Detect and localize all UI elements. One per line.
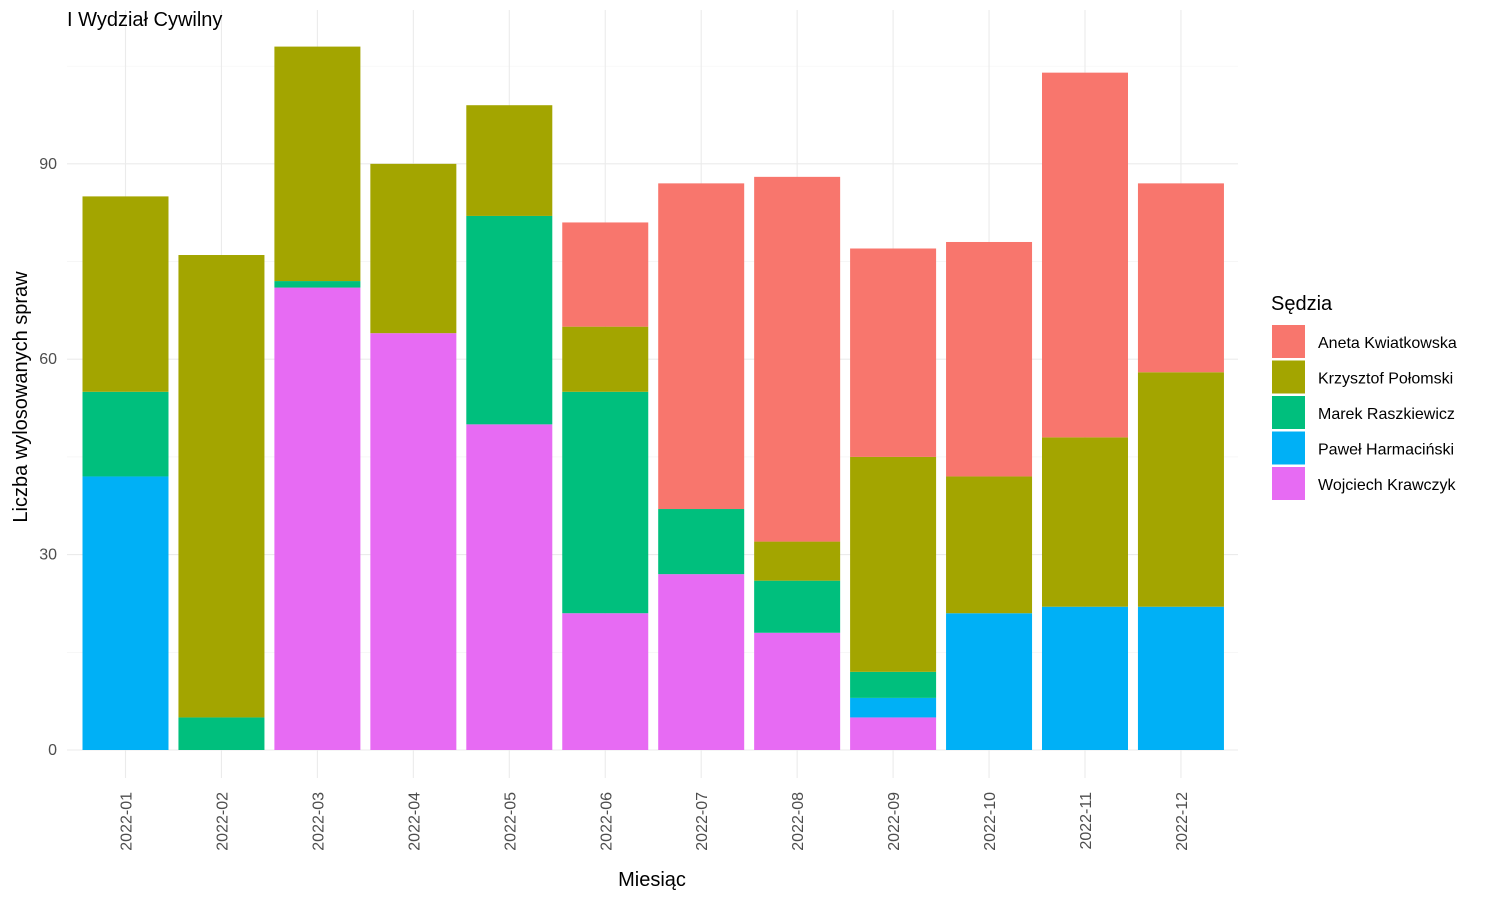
bar-segment [274, 281, 361, 288]
bar-segment [1137, 183, 1224, 373]
x-tick-label: 2022-12 [1174, 792, 1191, 851]
x-axis-ticks: 2022-01 2022-02 2022-03 2022-04 2022-05 2022-… [119, 792, 1191, 851]
x-tick-label: 2022-10 [982, 792, 999, 851]
bar-segment [82, 196, 169, 392]
bar-segment [1137, 372, 1224, 607]
bar-segment [370, 163, 457, 334]
bar-segment [850, 697, 937, 718]
y-axis-title: Liczba wylosowanych spraw [10, 271, 32, 523]
bar-segment [466, 215, 553, 425]
x-tick-label: 2022-09 [886, 792, 903, 851]
bar-segment [1042, 606, 1128, 750]
bar-segment [754, 632, 841, 750]
bar-segment [946, 476, 1033, 614]
legend-label: Wojciech Krawczyk [1318, 477, 1457, 494]
legend-label: Aneta Kwiatkowska [1318, 335, 1457, 352]
y-tick-label: 90 [39, 156, 57, 173]
bar-segment [1137, 606, 1224, 750]
x-tick-label: 2022-08 [790, 792, 807, 851]
bar-segment [850, 671, 937, 698]
chart-title: I Wydział Cywilny [67, 9, 222, 31]
bar-segment [754, 541, 841, 581]
bar-segment [370, 333, 457, 750]
bar-segment [1042, 72, 1128, 438]
x-tick-label: 2022-11 [1078, 792, 1095, 850]
bar-segment [850, 717, 937, 750]
bar-segment [850, 248, 937, 457]
bars [82, 46, 1224, 750]
bar-segment [754, 176, 841, 542]
x-tick-label: 2022-02 [214, 792, 231, 851]
legend-items: Aneta Kwiatkowska Krzysztof Połomski Marek… [1272, 325, 1457, 500]
y-tick-label: 0 [48, 742, 57, 759]
x-tick-label: 2022-03 [310, 792, 327, 851]
x-tick-label: 2022-04 [406, 792, 423, 851]
x-axis-title: Miesiąc [618, 869, 686, 891]
x-tick-label: 2022-01 [119, 792, 136, 851]
y-tick-label: 60 [39, 351, 57, 368]
bar-segment [754, 580, 841, 633]
x-tick-label: 2022-06 [598, 792, 615, 851]
legend-key [1272, 431, 1305, 465]
bar-segment [466, 105, 553, 216]
legend-label: Paweł Harmaciński [1318, 442, 1454, 459]
legend-label: Krzysztof Połomski [1318, 371, 1453, 388]
bar-segment [658, 574, 745, 750]
legend-key [1272, 467, 1305, 500]
bar-segment [82, 391, 169, 477]
bar-segment [946, 241, 1033, 477]
bar-segment [178, 255, 265, 718]
bar-segment [562, 326, 649, 392]
bar-segment [178, 717, 265, 750]
legend-key [1272, 325, 1305, 358]
bar-segment [562, 222, 649, 327]
y-tick-label: 30 [39, 547, 57, 564]
legend-key [1272, 396, 1305, 429]
y-axis-ticks: 0 30 60 90 [39, 156, 57, 759]
bar-segment [82, 476, 169, 750]
legend: Sędzia Aneta Kwiatkowska Krzysztof Połoms… [1271, 293, 1457, 500]
bar-segment [562, 391, 649, 614]
bar-segment [274, 287, 361, 750]
bar-segment [850, 456, 937, 672]
bar-segment [1042, 437, 1128, 607]
x-tick-label: 2022-05 [502, 792, 519, 851]
legend-title: Sędzia [1271, 293, 1333, 315]
legend-label: Marek Raszkiewicz [1318, 406, 1455, 423]
bar-segment [658, 509, 745, 575]
legend-key [1272, 360, 1305, 394]
bar-segment [466, 424, 553, 750]
bar-segment [658, 183, 745, 510]
bar-segment [946, 613, 1033, 750]
x-tick-label: 2022-07 [694, 792, 711, 851]
bar-segment [274, 46, 361, 282]
bar-segment [562, 613, 649, 750]
